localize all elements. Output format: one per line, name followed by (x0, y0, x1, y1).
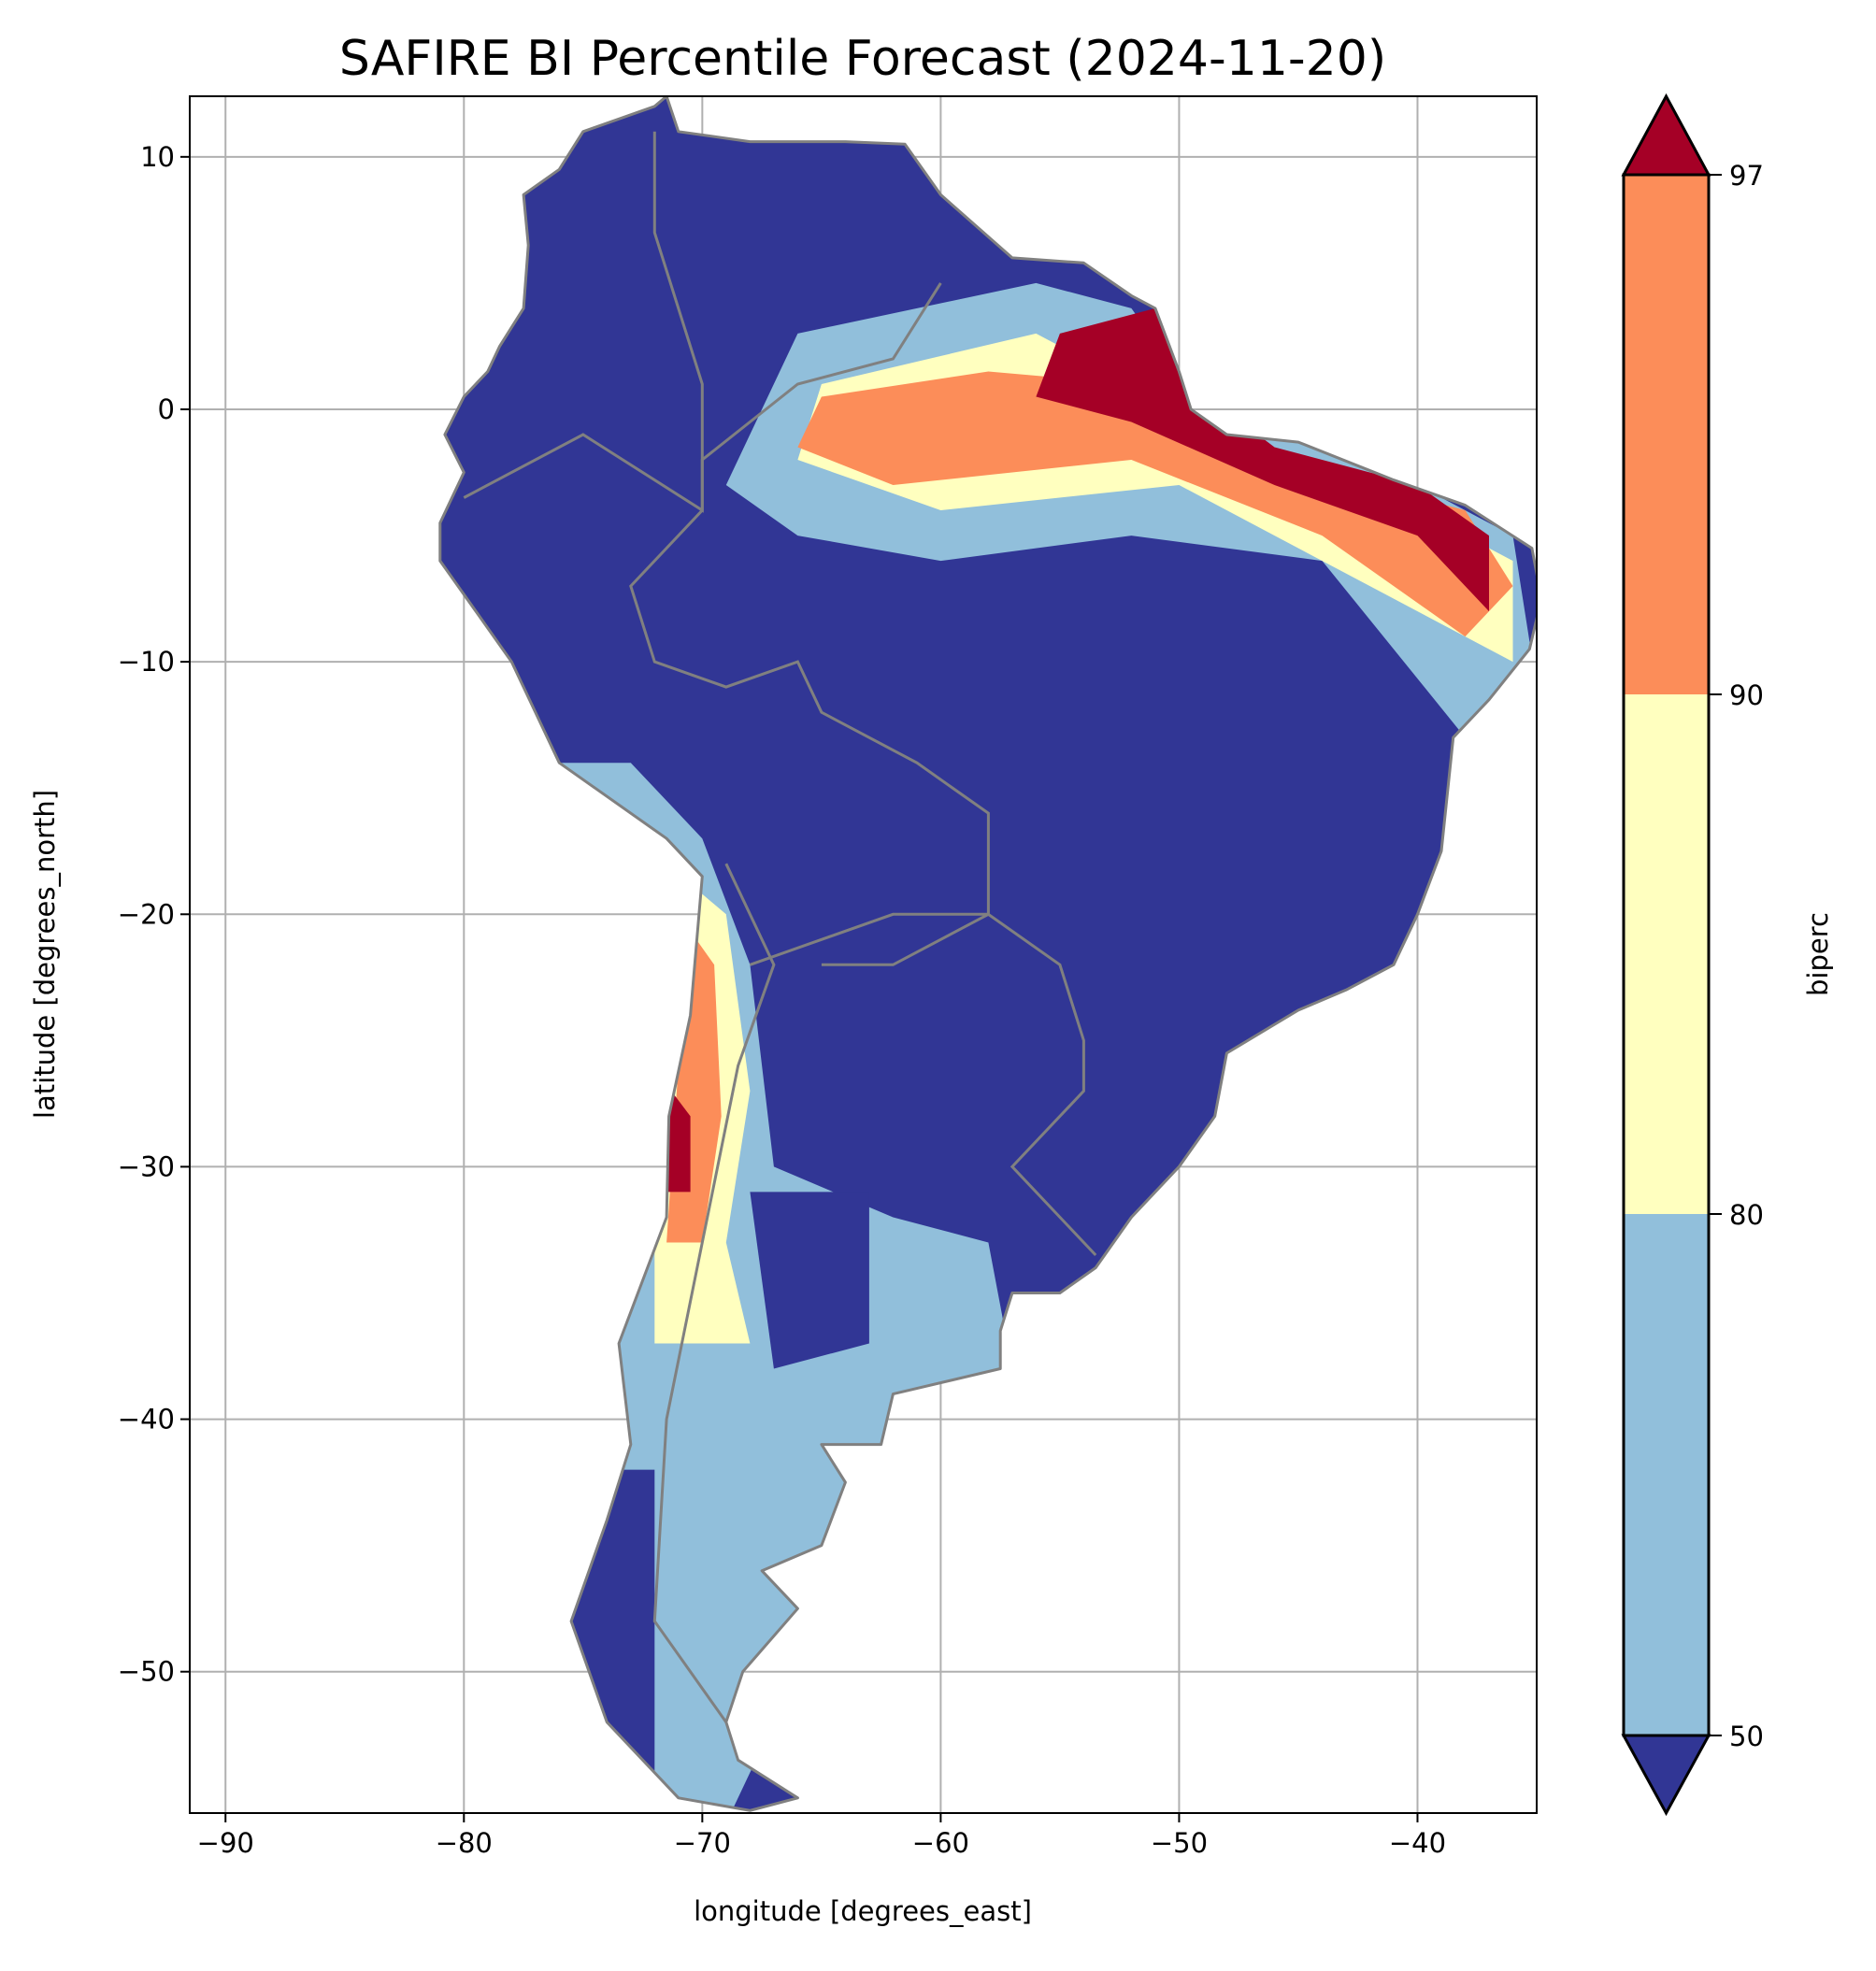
country-border (463, 131, 704, 513)
colorbar: 50 80 90 97 (1621, 93, 1764, 1817)
x-tick-label: −40 (1389, 1827, 1446, 1859)
colorbar-tick-label: 97 (1729, 160, 1764, 192)
colorbar-tick-label: 80 (1729, 1199, 1764, 1231)
country-border (749, 912, 990, 966)
x-axis: −90 −80 −70 −60 −50 −40 (197, 1813, 1446, 1859)
x-tick-label: −70 (674, 1827, 731, 1859)
y-tick-label: 10 (140, 141, 175, 173)
y-axis: 10 0 −10 −20 −30 −40 −50 (118, 141, 190, 1688)
percentile-region (666, 1091, 691, 1193)
colorbar-extend-min (1621, 1734, 1711, 1817)
map-layer (438, 96, 1537, 1812)
percentile-region (750, 1192, 869, 1369)
x-tick-label: −60 (912, 1827, 969, 1859)
percentile-region (797, 371, 1513, 637)
colorbar-frame (1622, 173, 1711, 1737)
y-tick-label: −30 (118, 1150, 175, 1182)
x-axis-label: longitude [degrees_east] (694, 1895, 1032, 1927)
y-tick-label: −10 (118, 646, 175, 678)
colorbar-segment (1624, 694, 1709, 1214)
x-tick-label: −90 (197, 1827, 254, 1859)
axes-frame (189, 95, 1538, 1814)
y-tick-label: −50 (118, 1656, 175, 1688)
colorbar-tick-label: 90 (1729, 679, 1764, 711)
y-tick-label: −20 (118, 898, 175, 930)
country-border (629, 282, 1097, 1257)
colorbar-segment (1624, 1214, 1709, 1735)
colorbar-segment (1624, 175, 1709, 694)
country-border (652, 863, 776, 1723)
chart-title: SAFIRE BI Percentile Forecast (2024-11-2… (339, 31, 1386, 87)
x-tick-label: −80 (436, 1827, 493, 1859)
colorbar-label: biperc (1802, 912, 1834, 996)
y-axis-label: latitude [degrees_north] (29, 790, 61, 1119)
y-tick-label: −40 (118, 1404, 175, 1435)
colorbar-tick-label: 50 (1729, 1721, 1764, 1752)
percentile-region (1036, 307, 1489, 612)
colorbar-extend-max (1621, 93, 1711, 177)
x-tick-label: −50 (1151, 1827, 1208, 1859)
y-tick-label: 0 (158, 393, 175, 425)
coastline (438, 96, 1537, 1812)
